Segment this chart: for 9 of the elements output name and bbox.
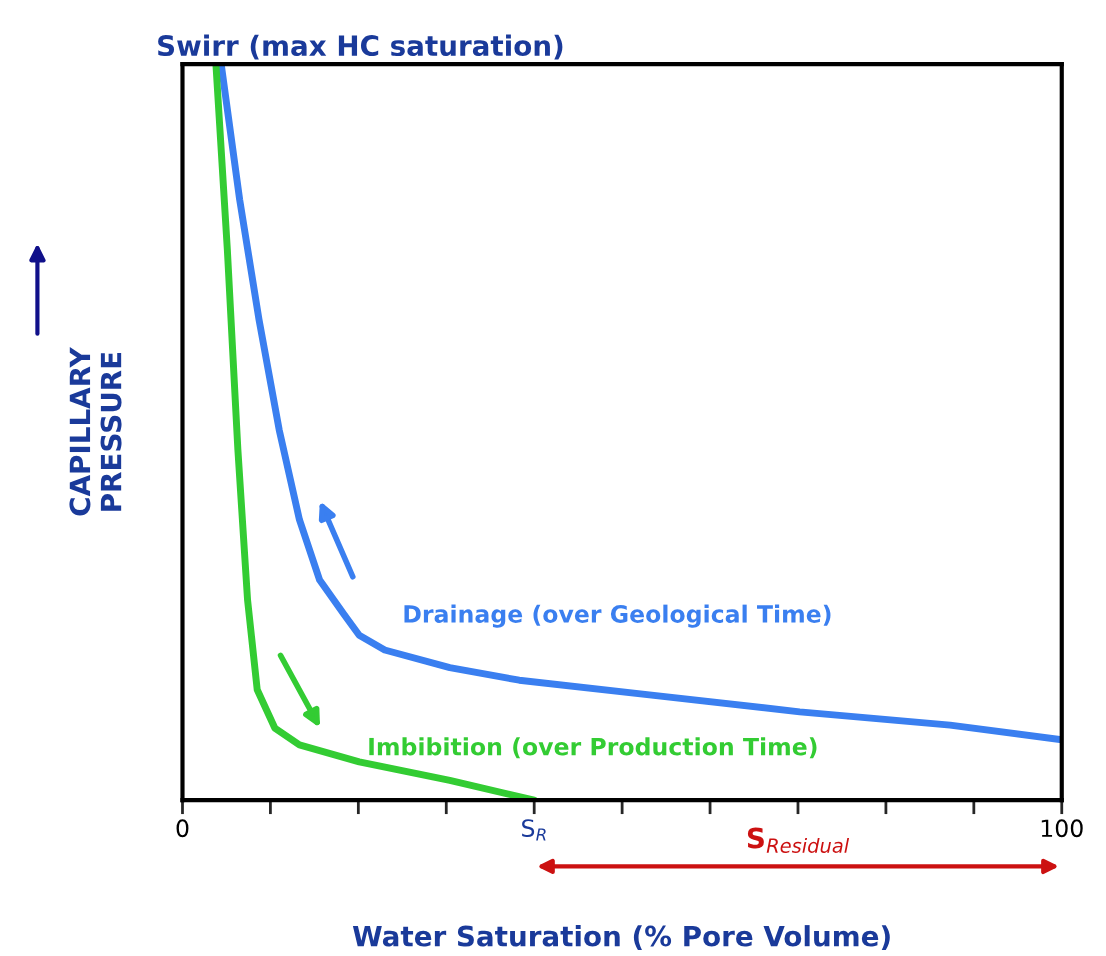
chart-title: Swirr (max HC saturation) [158,34,563,60]
series-label: Imbibition (over Production Time) [369,737,817,759]
x-tick-label: S$_{R}$ [522,819,546,841]
series-label: Drainage (over Geological Time) [404,604,831,628]
x-tick-label: 0 [176,819,189,838]
x-tick-label: 100 [1041,819,1083,838]
x-axis-title: Water Saturation (% Pore Volume) [352,925,890,950]
y-axis-title: CAPILLARY PRESSURE [69,347,122,516]
text: S$_{Residual}$ [747,827,850,853]
